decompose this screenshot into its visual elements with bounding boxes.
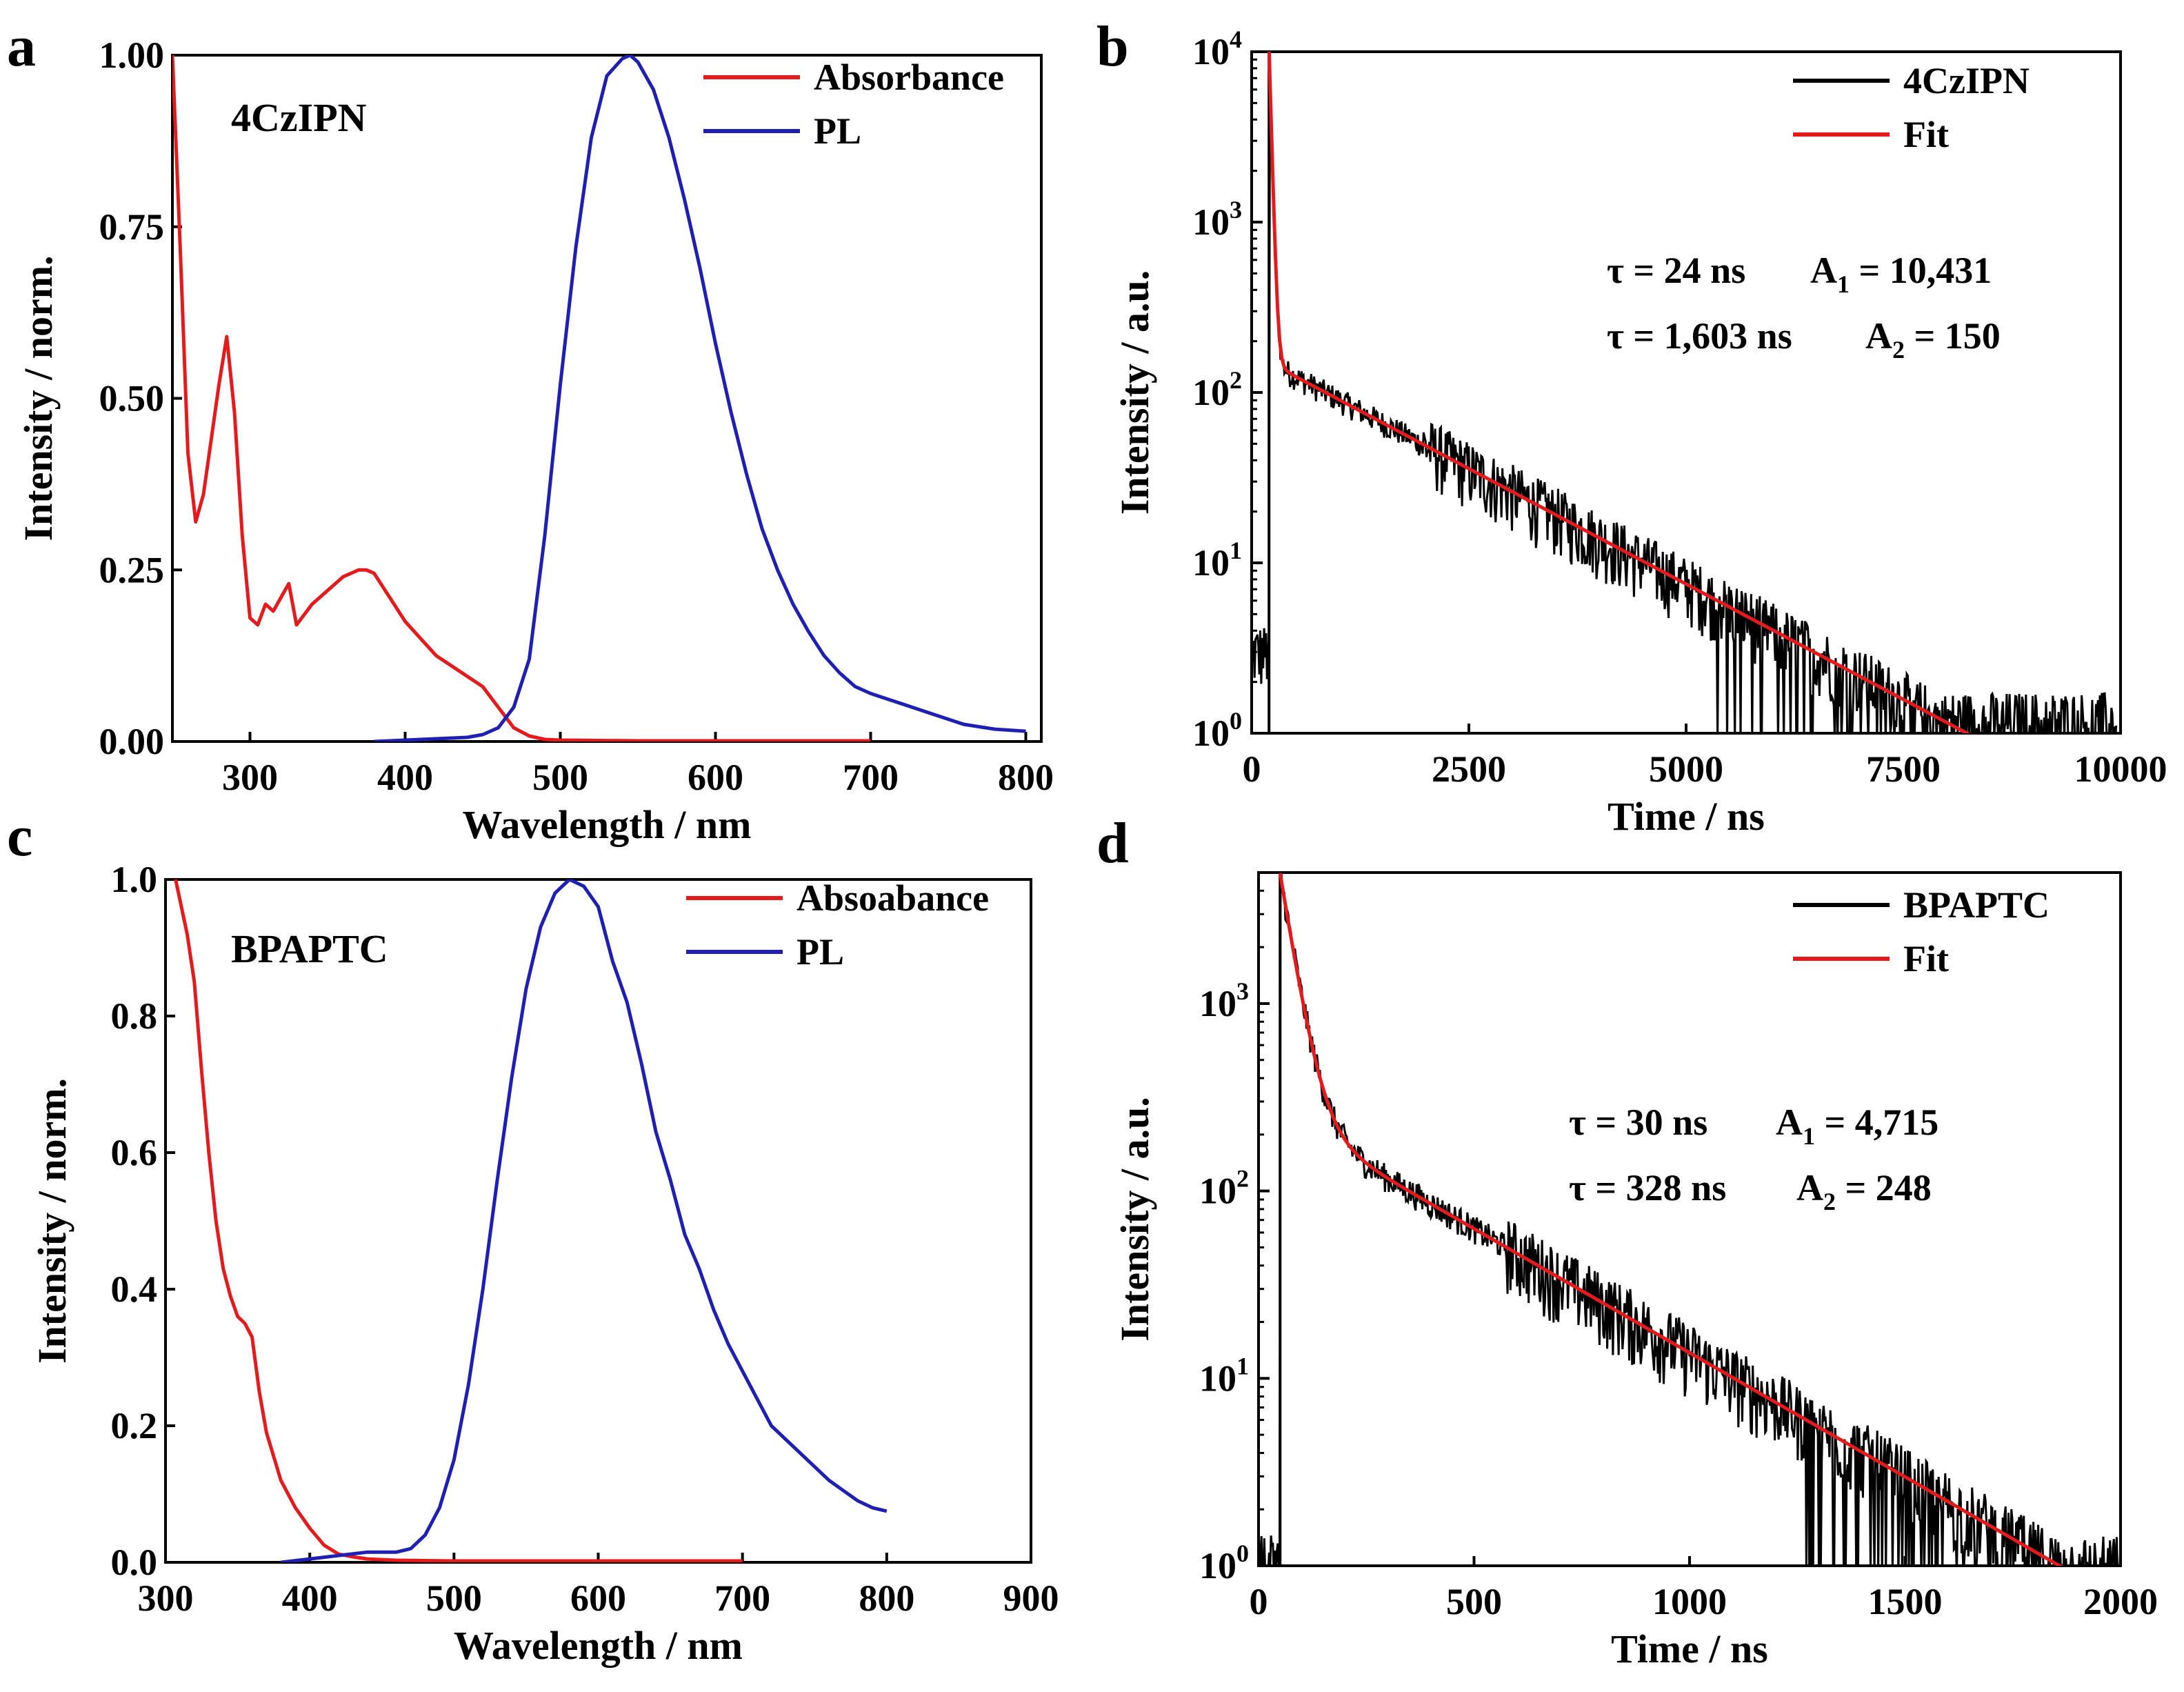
- plot-area: [1252, 52, 2118, 733]
- series-line-pl: [374, 55, 1026, 742]
- x-tick-label: 300: [138, 1577, 194, 1619]
- y-tick-label: 0.0: [111, 1542, 158, 1583]
- legend-label: 4CzIPN: [1903, 60, 2030, 101]
- x-tick-label: 400: [377, 757, 433, 798]
- panel-letter: c: [7, 804, 32, 868]
- y-tick-label: 100: [1199, 1540, 1249, 1586]
- x-tick-label: 10000: [2074, 748, 2167, 790]
- x-tick-label: 1500: [1868, 1581, 1943, 1622]
- x-tick-label: 500: [426, 1577, 482, 1619]
- x-tick-label: 500: [532, 757, 588, 798]
- y-tick-label: 101: [1192, 537, 1242, 584]
- y-tick-label: 0.6: [111, 1132, 158, 1173]
- panel-letter: d: [1096, 811, 1129, 875]
- x-tick-label: 7500: [1866, 748, 1941, 790]
- x-tick-label: 700: [843, 757, 899, 798]
- amplitude-annotation: A2 = 150: [1865, 315, 2001, 364]
- x-axis-label: Wavelength / nm: [454, 1623, 743, 1668]
- y-tick-label: 102: [1192, 366, 1242, 413]
- y-tick-label: 0.2: [111, 1405, 158, 1446]
- tau-annotation: τ = 328 ns: [1569, 1167, 1726, 1208]
- series-line-pl: [281, 879, 888, 1562]
- x-tick-label: 0: [1250, 1581, 1268, 1622]
- legend-label: PL: [814, 110, 861, 152]
- legend-label: Absoabance: [797, 877, 989, 919]
- y-tick-label: 0.75: [99, 206, 165, 248]
- x-tick-label: 2500: [1432, 748, 1506, 790]
- plot-area: [1259, 873, 2121, 1566]
- plot-frame: [1257, 871, 2122, 1567]
- amplitude-annotation: A1 = 4,715: [1776, 1102, 1938, 1150]
- y-axis-label: Intensity / norm.: [30, 1078, 74, 1364]
- x-tick-label: 2000: [2083, 1581, 2158, 1622]
- x-tick-label: 900: [1003, 1577, 1059, 1619]
- y-tick-label: 103: [1192, 196, 1242, 243]
- panel-c: c 300 400 500 600 700 800 900 0.0 0.2 0.4 0.6 0.8 1.0…: [7, 804, 1059, 1668]
- y-tick-label: 103: [1199, 977, 1249, 1024]
- amplitude-annotation: A1 = 10,431: [1810, 250, 1992, 298]
- plot-frame: [1250, 50, 2122, 735]
- x-tick-label: 700: [714, 1577, 770, 1619]
- y-tick-label: 0.25: [99, 549, 165, 590]
- y-tick-label: 0.8: [111, 995, 158, 1037]
- x-tick-label: 0: [1243, 748, 1261, 790]
- y-tick-label: 1.00: [99, 34, 165, 76]
- plot-frame: [171, 54, 1043, 743]
- x-tick-label: 800: [998, 757, 1054, 798]
- x-tick-label: 5000: [1649, 748, 1723, 790]
- legend-label: Fit: [1903, 114, 1949, 155]
- series-line-fit: [1278, 873, 2063, 1566]
- y-tick-label: 104: [1192, 26, 1242, 72]
- y-axis-label: Intensity / norm.: [16, 255, 61, 541]
- y-axis-label: Intensity / a.u.: [1112, 1097, 1157, 1342]
- x-tick-label: 600: [688, 757, 743, 798]
- panel-letter: b: [1096, 14, 1129, 79]
- x-axis-label: Time / ns: [1607, 794, 1765, 839]
- series-line-data: [1259, 873, 2121, 1566]
- x-tick-label: 1000: [1652, 1581, 1727, 1622]
- plot-area: [172, 55, 1026, 742]
- panel-d: d 0 500 1000 1500 2000 100 101 102 103 Time / ns In…: [1096, 811, 2158, 1671]
- tau-annotation: τ = 1,603 ns: [1607, 315, 1792, 357]
- plot-area: [174, 879, 888, 1562]
- series-line-data: [1252, 71, 2118, 733]
- tau-annotation: τ = 30 ns: [1569, 1102, 1707, 1143]
- sample-label: BPAPTC: [231, 926, 388, 971]
- series-line-absoabance: [174, 879, 743, 1562]
- panel-b: b 0 2500 5000 7500 10000 100 101 102 103 104 Time /…: [1096, 14, 2167, 839]
- x-tick-label: 400: [282, 1577, 338, 1619]
- y-tick-label: 0.50: [99, 378, 165, 419]
- y-tick-label: 0.00: [99, 721, 165, 762]
- x-tick-label: 800: [859, 1577, 914, 1619]
- y-tick-label: 0.4: [111, 1268, 158, 1310]
- x-tick-label: 600: [570, 1577, 626, 1619]
- legend-label: PL: [797, 931, 844, 973]
- y-tick-label: 102: [1199, 1165, 1249, 1212]
- plot-frame: [164, 878, 1032, 1564]
- panel-a: a 300 400 500 600 700 800 0.00 0.25 0.50 0.75 1.00 W…: [7, 14, 1054, 847]
- panel-letter: a: [7, 14, 36, 79]
- y-tick-label: 1.0: [111, 859, 158, 900]
- x-tick-label: 300: [222, 757, 278, 798]
- x-tick-label: 500: [1446, 1581, 1502, 1622]
- series-line-absorbance: [172, 55, 871, 742]
- legend-label: Fit: [1903, 938, 1949, 979]
- x-axis-label: Wavelength / nm: [463, 802, 752, 847]
- y-tick-label: 101: [1199, 1352, 1249, 1399]
- legend-label: BPAPTC: [1903, 884, 2050, 926]
- amplitude-annotation: A2 = 248: [1796, 1167, 1932, 1215]
- tau-annotation: τ = 24 ns: [1607, 250, 1745, 291]
- series-line-fit: [1267, 52, 1971, 733]
- y-tick-label: 100: [1192, 707, 1242, 754]
- y-axis-label: Intensity / a.u.: [1112, 270, 1157, 515]
- x-axis-label: Time / ns: [1611, 1626, 1768, 1671]
- legend-label: Absorbance: [814, 57, 1004, 98]
- sample-label: 4CzIPN: [231, 95, 367, 140]
